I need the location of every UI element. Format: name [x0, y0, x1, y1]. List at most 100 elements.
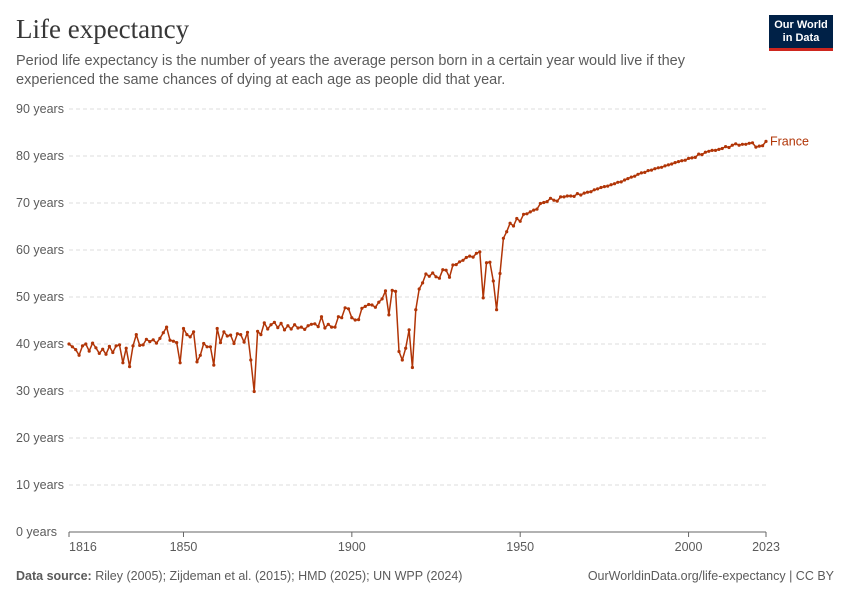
data-point — [484, 261, 489, 265]
data-point — [639, 171, 644, 175]
data-point — [316, 325, 320, 329]
data-point — [660, 165, 664, 169]
data-point — [400, 358, 404, 362]
data-point — [235, 332, 239, 336]
data-point — [380, 297, 384, 301]
data-point — [562, 195, 566, 199]
x-tick-label: 1816 — [69, 540, 97, 554]
data-point — [377, 300, 381, 304]
data-point — [518, 219, 522, 223]
data-point — [387, 313, 391, 317]
data-point — [451, 263, 455, 267]
data-point — [626, 177, 630, 181]
data-point — [761, 144, 765, 148]
data-point — [458, 260, 462, 264]
data-point — [141, 343, 145, 347]
data-point — [313, 322, 317, 326]
data-point — [747, 141, 751, 145]
data-point — [542, 200, 546, 205]
data-point — [522, 212, 526, 216]
data-point — [545, 200, 549, 204]
data-point — [666, 163, 671, 167]
data-point — [343, 306, 347, 310]
data-point — [670, 162, 674, 166]
footer-link[interactable]: OurWorldinData.org/life-expectancy | CC … — [587, 569, 834, 583]
data-point — [272, 320, 276, 324]
data-point — [296, 326, 300, 330]
data-point — [279, 321, 283, 325]
series-label-france: France — [770, 134, 809, 148]
data-point — [710, 148, 714, 152]
data-point — [441, 268, 445, 272]
data-point — [138, 343, 142, 347]
data-point — [612, 182, 617, 186]
data-point — [535, 207, 539, 211]
owid-logo[interactable]: Our World in Data — [769, 15, 833, 51]
data-point — [407, 328, 411, 332]
data-point — [421, 281, 425, 285]
data-point — [249, 358, 253, 362]
data-point — [653, 167, 657, 171]
data-point — [259, 333, 263, 337]
data-point — [599, 185, 603, 190]
data-point — [740, 142, 745, 146]
data-point — [326, 322, 330, 326]
data-source-label: Data source: — [16, 569, 92, 583]
data-point — [417, 287, 421, 291]
data-point — [713, 148, 718, 152]
data-point — [390, 288, 394, 292]
data-point — [330, 325, 334, 329]
data-point — [309, 322, 313, 326]
data-point — [687, 156, 691, 160]
data-point — [222, 330, 226, 334]
data-point — [74, 348, 78, 352]
data-point — [232, 341, 236, 346]
data-point — [383, 289, 388, 293]
series-line-france — [68, 140, 767, 393]
data-point — [70, 345, 74, 349]
data-point — [727, 145, 731, 150]
data-point — [370, 303, 374, 307]
data-point — [229, 333, 233, 337]
data-point — [676, 160, 681, 164]
x-tick-label: 1950 — [506, 540, 534, 554]
chart-title: Life expectancy — [16, 14, 190, 44]
data-point — [649, 168, 654, 172]
data-point — [107, 344, 111, 348]
data-point — [293, 323, 297, 327]
data-point — [414, 308, 418, 312]
y-tick-label: 80 years — [16, 149, 64, 163]
data-point — [572, 194, 576, 198]
data-point — [511, 224, 516, 228]
data-point — [101, 347, 105, 351]
data-point — [700, 153, 704, 157]
data-point — [256, 329, 260, 333]
y-tick-label: 70 years — [16, 196, 64, 210]
data-point — [168, 338, 172, 342]
data-point — [319, 315, 324, 319]
data-point — [643, 170, 647, 174]
data-point — [394, 289, 398, 293]
data-point — [215, 326, 219, 331]
data-point — [97, 351, 101, 355]
data-point — [427, 274, 431, 278]
line-chart: 0 years 10 years 20 years 30 years 40 years 5… — [16, 102, 809, 554]
data-point — [202, 341, 206, 346]
data-point — [104, 352, 108, 356]
data-point — [363, 304, 367, 308]
data-point — [299, 325, 303, 329]
data-point — [360, 306, 364, 310]
data-point — [144, 337, 148, 341]
x-tick-label: 1900 — [338, 540, 366, 554]
data-point — [693, 155, 697, 159]
y-tick-label: 0 years — [16, 525, 57, 539]
data-point — [703, 150, 708, 154]
data-point — [589, 190, 593, 194]
data-point — [185, 333, 189, 337]
data-point — [471, 255, 475, 259]
data-point — [501, 236, 505, 240]
data-point — [303, 327, 307, 331]
data-point — [431, 271, 435, 275]
y-tick-label: 40 years — [16, 337, 64, 351]
data-point — [764, 139, 768, 143]
